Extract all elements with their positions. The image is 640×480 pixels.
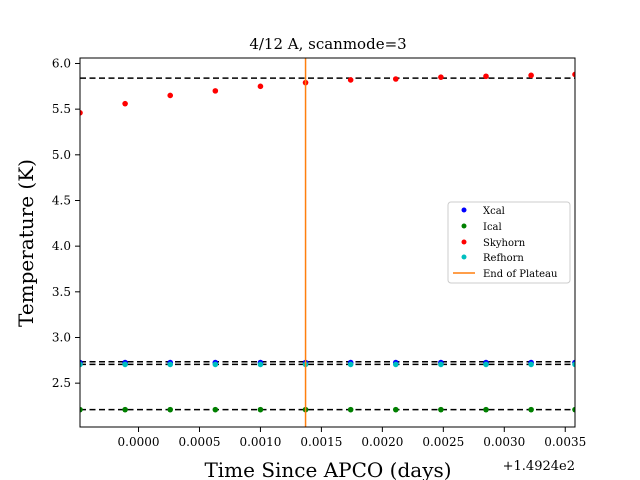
legend-label-skyhorn: Skyhorn xyxy=(483,238,526,249)
point-skyhorn-1 xyxy=(122,100,128,107)
point-skyhorn-2 xyxy=(167,92,174,99)
point-skyhorn-11 xyxy=(572,71,575,78)
x-axis-label: Time Since APCO (days) xyxy=(204,458,451,480)
point-skyhorn-6 xyxy=(347,77,354,83)
point-skyhorn-10 xyxy=(528,72,534,79)
point-refhorn-6 xyxy=(347,361,354,368)
legend-label-xcal: Xcal xyxy=(483,206,505,217)
x-tick-label-6: 0.0030 xyxy=(483,435,525,449)
y-tick-label-2: 3.5 xyxy=(52,285,71,299)
point-ical-4 xyxy=(257,406,264,413)
legend-marker-refhorn xyxy=(461,254,467,260)
y-tick-label-5: 5.0 xyxy=(52,148,71,162)
point-ical-0 xyxy=(80,406,83,413)
point-skyhorn-7 xyxy=(392,76,399,82)
x-tick-label-4: 0.0020 xyxy=(361,435,403,449)
point-skyhorn-4 xyxy=(257,83,264,90)
y-axis-label: Temperature (K) xyxy=(14,159,38,327)
point-refhorn-7 xyxy=(392,361,399,368)
point-ical-8 xyxy=(438,406,444,413)
x-axis-offset-label: +1.4924e2 xyxy=(503,459,575,474)
point-ical-6 xyxy=(347,406,354,413)
point-ical-11 xyxy=(572,406,575,413)
point-refhorn-0 xyxy=(80,361,83,368)
plot-area: 0.0000 0.0005 0.0010 0.0015 0.0020 0.0025 0.00… xyxy=(52,56,586,449)
x-tick-label-7: 0.0035 xyxy=(544,435,586,449)
point-ical-9 xyxy=(483,406,489,413)
point-refhorn-2 xyxy=(167,361,174,368)
x-tick-label-0: 0.0000 xyxy=(118,435,160,449)
x-tick-label-1: 0.0005 xyxy=(178,435,220,449)
plot-frame xyxy=(79,57,576,428)
point-ical-1 xyxy=(122,406,128,413)
x-tick-label-3: 0.0015 xyxy=(300,435,342,449)
plot-clip-group xyxy=(80,58,575,427)
legend-marker-xcal xyxy=(461,207,467,213)
point-refhorn-11 xyxy=(572,361,575,368)
point-refhorn-8 xyxy=(438,361,444,368)
legend: Xcal Ical Skyhorn Refhorn End of Plateau xyxy=(447,201,571,284)
y-tick-label-0: 2.5 xyxy=(52,376,71,390)
legend-label-end-of-plateau: End of Plateau xyxy=(483,269,558,280)
point-refhorn-10 xyxy=(528,361,534,368)
point-refhorn-3 xyxy=(212,361,219,368)
point-skyhorn-3 xyxy=(212,88,219,94)
point-ical-3 xyxy=(212,406,219,413)
chart-title: 4/12 A, scanmode=3 xyxy=(249,35,406,53)
x-tick-label-5: 0.0025 xyxy=(422,435,464,449)
point-skyhorn-9 xyxy=(483,73,489,80)
legend-label-ical: Ical xyxy=(483,222,502,233)
y-tick-label-6: 5.5 xyxy=(52,102,71,116)
legend-marker-skyhorn xyxy=(461,239,467,245)
point-skyhorn-0 xyxy=(80,110,83,116)
y-tick-label-1: 3.0 xyxy=(52,330,71,344)
legend-label-refhorn: Refhorn xyxy=(483,253,524,264)
x-tick-label-2: 0.0010 xyxy=(239,435,281,449)
point-refhorn-4 xyxy=(257,361,264,368)
legend-frame xyxy=(447,201,571,284)
y-tick-label-4: 4.5 xyxy=(52,193,71,207)
legend-marker-ical xyxy=(461,223,467,229)
point-ical-10 xyxy=(528,406,534,413)
y-tick-label-3: 4.0 xyxy=(52,239,71,253)
point-skyhorn-8 xyxy=(438,74,444,80)
point-ical-7 xyxy=(392,406,399,413)
point-refhorn-9 xyxy=(483,361,489,368)
y-tick-label-7: 6.0 xyxy=(52,56,71,70)
point-ical-2 xyxy=(167,406,174,413)
point-refhorn-1 xyxy=(122,361,128,368)
